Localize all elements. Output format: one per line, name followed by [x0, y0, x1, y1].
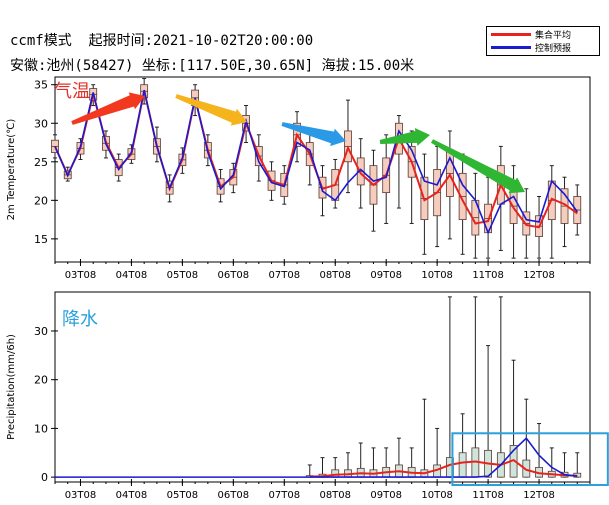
x-tick-label: 12T08 — [523, 270, 555, 281]
x-tick-label: 12T08 — [523, 490, 555, 501]
header-model-issue-time: ccmf模式 起报时间:2021-10-02T20:00:00 — [10, 33, 314, 49]
overlay-label-temperature: 气温 — [54, 81, 90, 102]
x-tick-label: 07T08 — [269, 270, 301, 281]
trend-arrow-green-1 — [379, 128, 430, 146]
legend-label-mean: 集合平均 — [535, 31, 572, 41]
x-tick-label: 10T08 — [421, 270, 453, 281]
legend-label-control: 控制预报 — [535, 44, 572, 54]
y-axis-label-temp: 2m Temperature(℃) — [6, 119, 17, 221]
box-iqr — [331, 469, 340, 478]
y-tick-label: 20 — [34, 194, 48, 207]
y-tick-label: 10 — [34, 422, 48, 435]
y-tick-label: 25 — [34, 156, 48, 169]
x-tick-label: 08T08 — [319, 490, 351, 501]
x-tick-label: 04T08 — [116, 490, 148, 501]
y-tick-label: 20 — [34, 374, 48, 387]
y-tick-label: 30 — [34, 325, 48, 338]
y-axis-label-precip: Precipitation(mm/6h) — [6, 334, 17, 440]
x-tick-label: 08T08 — [319, 270, 351, 281]
box-iqr — [458, 452, 467, 478]
x-tick-label: 09T08 — [370, 270, 402, 281]
y-tick-label: 35 — [34, 79, 48, 92]
y-tick-label: 0 — [41, 471, 48, 484]
x-tick-label: 11T08 — [472, 270, 504, 281]
legend-item-mean: 集合平均 — [491, 28, 597, 41]
legend-swatch-control — [491, 46, 531, 49]
panel-temp: 15 20 25 30 35 2m Temperature(℃) 03T08 04T08 05T… — [6, 76, 591, 281]
x-tick-label: 03T08 — [65, 490, 97, 501]
x-tick-label: 05T08 — [167, 490, 199, 501]
panel-precip: 0 10 20 30 Precipitation(mm/6h) 03T08 04T08 05T… — [6, 291, 609, 501]
x-tick-label: 05T08 — [167, 270, 199, 281]
trend-arrow-red — [71, 92, 145, 125]
trend-arrow-green-2 — [431, 139, 525, 194]
x-tick-label: 07T08 — [269, 490, 301, 501]
y-tick-label: 30 — [34, 117, 48, 130]
x-tick-label: 06T08 — [218, 270, 250, 281]
trend-arrow-orange — [175, 94, 247, 126]
x-tick-label: 11T08 — [472, 490, 504, 501]
legend: 集合平均 控制预报 — [486, 26, 600, 56]
y-tick-label: 15 — [34, 233, 48, 246]
series-line-control-precip — [309, 436, 578, 478]
series-line-control-temp — [54, 89, 578, 235]
legend-item-control: 控制预报 — [491, 41, 597, 54]
x-tick-label: 04T08 — [116, 270, 148, 281]
x-tick-label: 03T08 — [65, 270, 97, 281]
x-tick-label: 10T08 — [421, 490, 453, 501]
header-station-info: 安徽:池州(58427) 坐标:[117.50E,30.65N] 海拔:15.0… — [10, 58, 415, 74]
legend-swatch-mean — [491, 33, 531, 36]
highlight-box — [451, 432, 609, 486]
series-line-mean-precip — [309, 458, 578, 478]
overlay-label-precipitation: 降水 — [62, 309, 98, 330]
x-tick-label: 06T08 — [218, 490, 250, 501]
x-tick-label: 09T08 — [370, 490, 402, 501]
trend-arrow-blue — [281, 122, 346, 147]
